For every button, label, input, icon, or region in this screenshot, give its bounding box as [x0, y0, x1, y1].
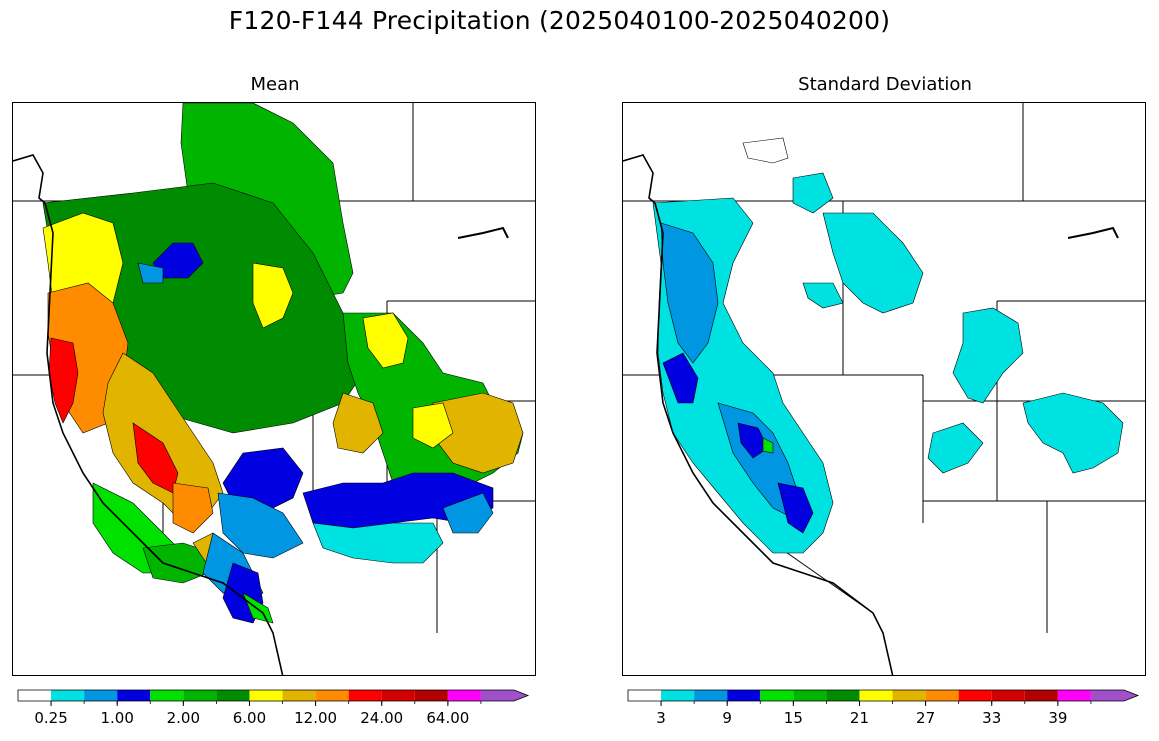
mean-colorbar-segment: [117, 690, 151, 701]
mean-colorbar-segment: [414, 690, 448, 701]
mean-colorbar-tick-label: 12.00: [294, 709, 337, 727]
stdev-coastline: [623, 154, 894, 675]
stdev-colorbar-segment: [826, 690, 860, 701]
mean-colorbar-tick-label: 64.00: [426, 709, 469, 727]
stdev-colorbar-segment: [892, 690, 926, 701]
stdev-colorbar-segment: [694, 690, 728, 701]
stdev-colorbar-segment: [727, 690, 761, 701]
stdev-panel-title: Standard Deviation: [798, 74, 972, 95]
mean-colorbar-tick-label: 1.00: [100, 709, 133, 727]
mean-colorbar-segment: [249, 690, 283, 701]
stdev-colorbar-tick-label: 33: [982, 709, 1001, 727]
mean-colorbar-segment: [150, 690, 184, 701]
stdev-colorbar-segment: [793, 690, 827, 701]
stdev-colorbar-segment: [661, 690, 695, 701]
stdev-colorbar-segment: [859, 690, 893, 701]
stdev-colorbar-tick-label: 27: [916, 709, 935, 727]
mean-colorbar-segment: [348, 690, 382, 701]
mean-panel-title: Mean: [250, 74, 300, 95]
stdev-colorbar-segment: [628, 690, 662, 701]
mean-colorbar-segment: [381, 690, 415, 701]
stdev-colorbar-segment: [925, 690, 959, 701]
mean-colorbar-segment: [447, 690, 481, 701]
stdev-colorbar-segment: [1090, 690, 1138, 701]
mean-colorbar-segment: [84, 690, 118, 701]
stdev-colorbar-segment: [760, 690, 794, 701]
mean-colorbar-segment: [480, 690, 528, 701]
stdev-colorbar-tick-label: 3: [656, 709, 666, 727]
stdev-colorbar-segment: [1024, 690, 1058, 701]
stdev-map: [622, 102, 1146, 676]
mean-map: [12, 102, 536, 676]
stdev-colorbar-outline: [627, 689, 1140, 702]
mean-colorbar-segment: [18, 690, 52, 701]
mean-colorbar-tick-label: 0.25: [34, 709, 67, 727]
mean-colorbar-segment: [216, 690, 250, 701]
mean-colorbar-segment: [315, 690, 349, 701]
stdev-basins: [652, 137, 1124, 554]
stdev-colorbar-segment: [991, 690, 1025, 701]
mean-colorbar-outline: [17, 689, 530, 702]
figure-title: F120-F144 Precipitation (2025040100-2025…: [228, 6, 891, 35]
mean-coastline: [13, 154, 284, 675]
mean-colorbar-tick-label: 6.00: [233, 709, 266, 727]
mean-colorbar-tick-label: 24.00: [360, 709, 403, 727]
stdev-colorbar-tick-label: 39: [1048, 709, 1067, 727]
mean-basins: [42, 103, 524, 624]
mean-colorbar-segment: [51, 690, 85, 701]
stdev-colorbar-segment: [1057, 690, 1091, 701]
stdev-colorbar: 3 9 15 21 27 33 39: [627, 688, 1140, 734]
mean-colorbar-segment: [282, 690, 316, 701]
stdev-colorbar-segment: [958, 690, 992, 701]
mean-colorbar-tick-label: 2.00: [167, 709, 200, 727]
stdev-colorbar-tick-label: 9: [722, 709, 732, 727]
stdev-colorbar-tick-label: 15: [784, 709, 803, 727]
mean-colorbar-segment: [183, 690, 217, 701]
mean-colorbar: 0.25 1.00 2.00 6.00 12.00 24.00 64.00: [17, 688, 530, 734]
stdev-colorbar-tick-label: 21: [850, 709, 869, 727]
